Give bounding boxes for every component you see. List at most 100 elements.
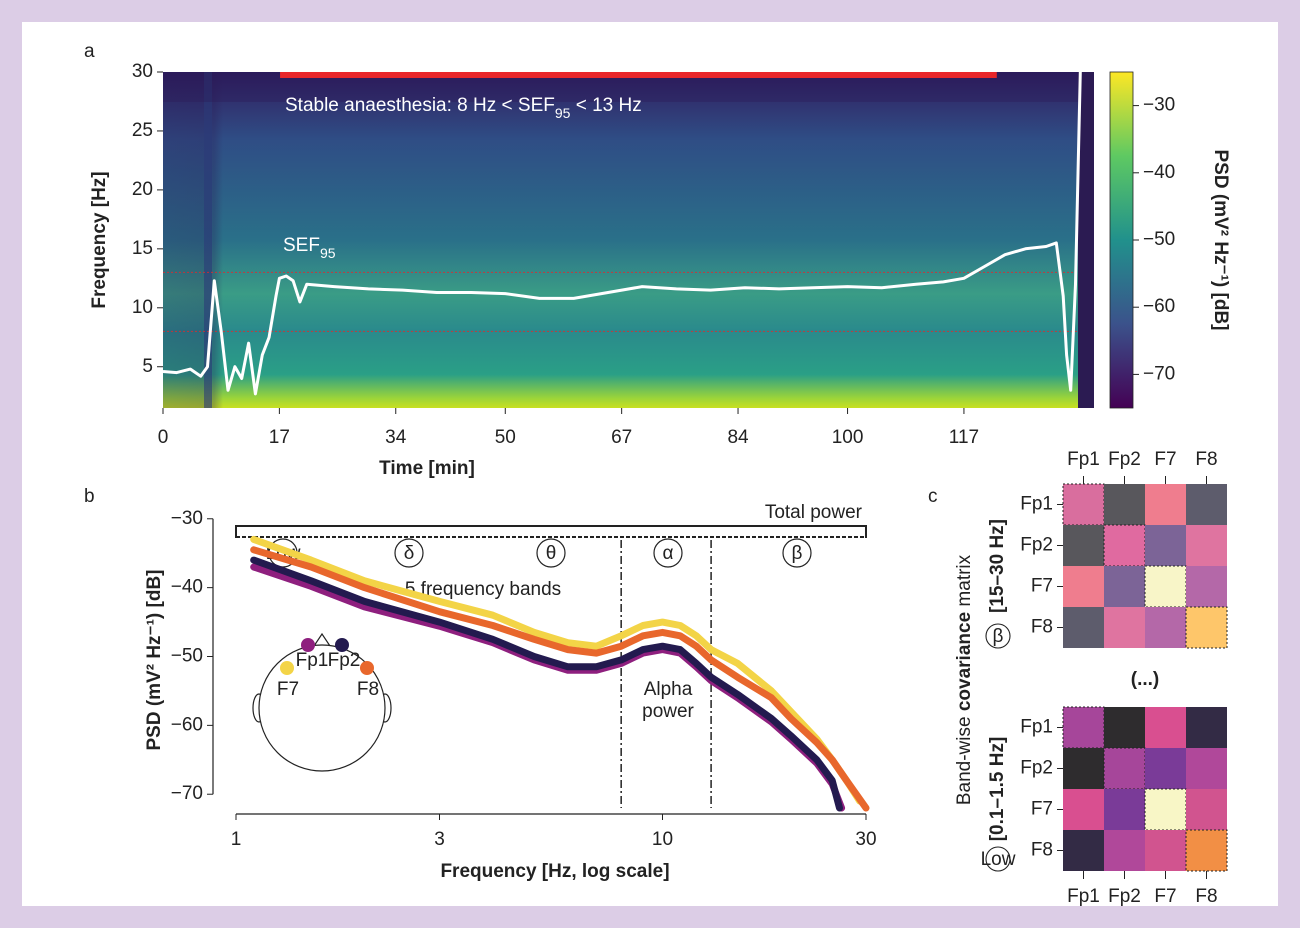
band-range: [15–30 Hz]	[987, 519, 1008, 613]
matrix-cell	[1104, 707, 1145, 748]
row-label: F7	[1031, 799, 1053, 820]
matrix-cell	[1185, 606, 1228, 649]
row-label: Fp1	[1020, 717, 1053, 738]
matrix-cell	[1063, 830, 1104, 871]
matrix-cell	[1062, 483, 1105, 526]
matrix-cell	[1144, 565, 1187, 608]
x-tick-label: 10	[652, 829, 673, 850]
legend-dot	[280, 661, 294, 675]
bands-label: 5 frequency bands	[405, 579, 561, 600]
series-subscript: 95	[320, 245, 336, 261]
matrix-cell	[1145, 748, 1186, 789]
x-tick-label: 30	[855, 829, 876, 850]
x-tick-label: 67	[611, 427, 632, 448]
annotation-part: < 13 Hz	[570, 95, 641, 116]
matrix-cell	[1186, 566, 1227, 607]
x-tick-label: 1	[231, 829, 242, 850]
colorbar-tick-label: −30	[1143, 95, 1175, 116]
spectrogram-shade	[1078, 72, 1094, 408]
matrix-cell	[1063, 566, 1104, 607]
x-axis-label: Time [min]	[379, 458, 475, 479]
col-label: F8	[1195, 886, 1217, 907]
x-tick-label: 117	[949, 427, 979, 448]
psd-line	[250, 556, 843, 812]
colorbar-tick-label: −40	[1143, 162, 1175, 183]
band-symbol-circle	[653, 538, 683, 568]
band-symbol: δ	[404, 543, 415, 564]
y-tick-label: 25	[132, 120, 153, 141]
y-tick-label: −30	[171, 508, 203, 529]
y-tick-label: 20	[132, 179, 153, 200]
matrix-cell	[1062, 706, 1105, 749]
matrix-cell	[1063, 525, 1104, 566]
matrix-cell	[1103, 747, 1146, 790]
y-axis-label: Frequency [Hz]	[89, 171, 110, 308]
col-label: Fp2	[1108, 886, 1141, 907]
legend-dot	[301, 638, 315, 652]
alpha-label: Alpha	[644, 679, 693, 700]
col-label: Fp2	[1108, 449, 1141, 470]
matrix-cell	[1063, 607, 1104, 648]
y-tick-label: −60	[171, 714, 203, 735]
x-tick-label: 0	[158, 427, 169, 448]
band-symbol-circle	[985, 846, 1011, 872]
spectrogram-image	[163, 72, 1094, 408]
matrix-cell	[1063, 748, 1104, 789]
band-symbol: β	[993, 626, 1004, 647]
x-tick-label: 50	[495, 427, 516, 448]
matrix-cell	[1186, 484, 1227, 525]
matrix-cell	[1186, 789, 1227, 830]
matrix-cell	[1145, 525, 1186, 566]
matrix-cell	[1145, 830, 1186, 871]
total-power-bracket	[235, 525, 867, 538]
side-title-part: matrix	[954, 554, 975, 612]
row-label: F8	[1031, 617, 1053, 638]
matrix-cell	[1104, 830, 1145, 871]
matrix-cell	[1145, 484, 1186, 525]
legend-label: F8	[357, 679, 379, 700]
col-label: F8	[1195, 449, 1217, 470]
colorbar-tick-label: −60	[1143, 296, 1175, 317]
panel-label: a	[84, 41, 95, 62]
matrix-cell	[1145, 607, 1186, 648]
matrix-cell	[1144, 788, 1187, 831]
band-range: [0.1–1.5 Hz]	[987, 737, 1008, 842]
col-label: F7	[1154, 886, 1176, 907]
band-symbol-circle	[536, 538, 566, 568]
x-tick-label: 17	[269, 427, 290, 448]
band-symbol-circle	[985, 623, 1011, 649]
row-label: Fp2	[1020, 535, 1053, 556]
y-axis-label: PSD (mV² Hz⁻¹) [dB]	[144, 569, 165, 750]
band-symbol: α	[663, 543, 674, 564]
annotation: Stable anaesthesia: 8 Hz < SEF95 < 13 Hz	[285, 95, 642, 121]
legend-label: Fp2	[328, 650, 361, 671]
matrix-cell	[1104, 484, 1145, 525]
x-tick-label: 100	[832, 427, 864, 448]
y-tick-label: −40	[171, 577, 203, 598]
legend-label: F7	[277, 679, 299, 700]
annotation-part: 95	[555, 105, 571, 121]
col-label: F7	[1154, 449, 1176, 470]
head-nose	[313, 632, 331, 647]
spectrogram-shade	[163, 72, 223, 408]
matrix-cell	[1186, 748, 1227, 789]
colorbar-tick-label: −50	[1143, 229, 1175, 250]
band-symbol-circle	[394, 538, 424, 568]
matrix-cell	[1103, 524, 1146, 567]
annotation-part: Stable anaesthesia: 8 Hz < SEF	[285, 95, 555, 116]
matrix-cell	[1063, 789, 1104, 830]
legend-dot	[360, 661, 374, 675]
y-tick-label: 30	[132, 61, 153, 82]
ellipsis: (...)	[1131, 669, 1160, 690]
x-tick-label: 3	[434, 829, 445, 850]
legend-label: Fp1	[296, 650, 329, 671]
matrix-cell	[1104, 789, 1145, 830]
series-label: SEF95	[283, 235, 336, 261]
matrix-cell	[1104, 607, 1145, 648]
side-title: Band-wise covariance matrix	[954, 554, 975, 805]
x-tick-label: 34	[385, 427, 407, 448]
matrix-cell	[1185, 829, 1228, 872]
y-tick-label: −70	[171, 783, 203, 804]
matrix-cell	[1145, 707, 1186, 748]
